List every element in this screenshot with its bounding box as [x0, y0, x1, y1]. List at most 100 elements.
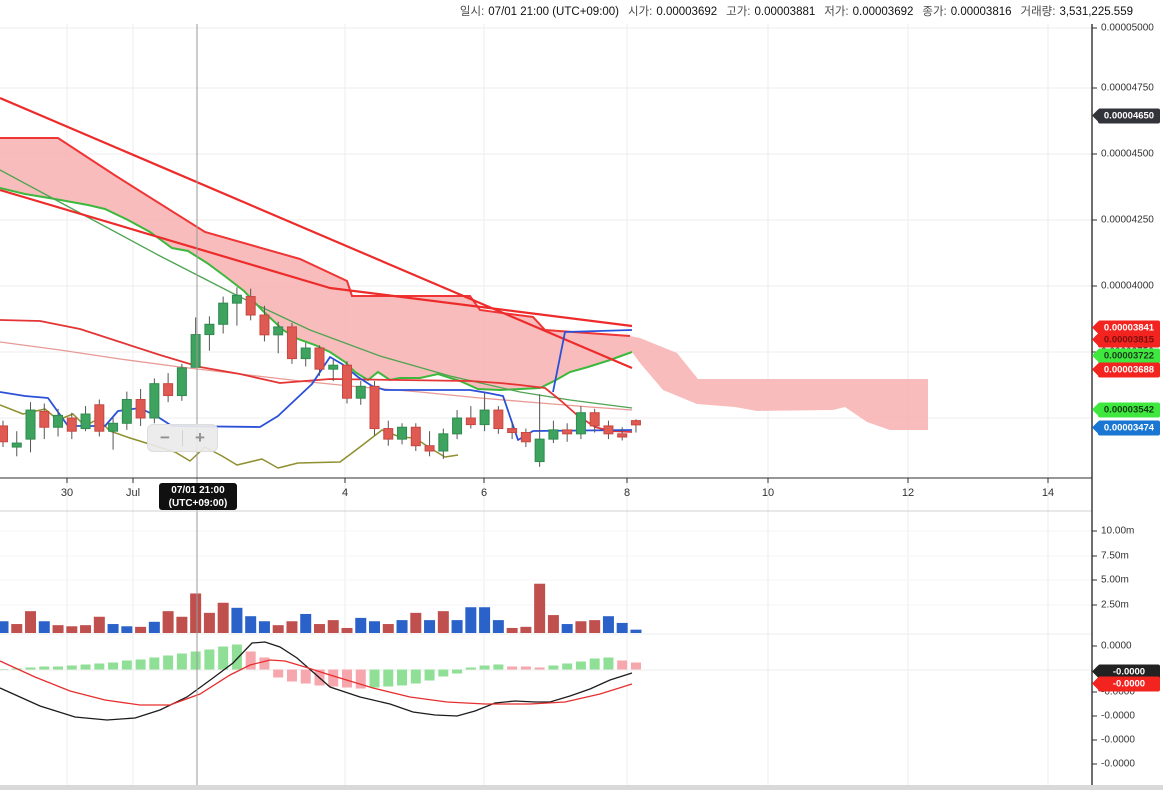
price-axis-label: 7.50m	[1101, 550, 1129, 562]
macd-histogram-bar	[121, 660, 132, 670]
volume-bar	[190, 593, 202, 633]
price-badge-arrow	[1092, 349, 1098, 362]
price-badge-arrow	[1092, 403, 1098, 416]
volume-bar	[11, 624, 23, 633]
macd-histogram-bar	[80, 664, 91, 670]
volume-bar	[561, 624, 573, 633]
macd-histogram-bar	[94, 663, 105, 670]
macd-histogram-bar	[493, 664, 504, 670]
x-axis-label: Jul	[125, 487, 141, 499]
price-axis-label: 0.00004250	[1101, 214, 1154, 226]
macd-histogram-bar	[589, 658, 600, 670]
price-badge: 0.00004650	[1092, 108, 1160, 124]
candle-down	[163, 383, 174, 397]
header-field-label: 시가:	[628, 6, 653, 18]
volume-bar	[520, 626, 532, 633]
price-badge: 0.00003841	[1092, 320, 1160, 336]
price-badge: -0.0000	[1092, 676, 1160, 692]
macd-histogram-bar	[204, 649, 215, 670]
candle-up	[231, 294, 242, 304]
zoom-in-button[interactable]: +	[195, 428, 205, 447]
candle-down	[259, 314, 270, 336]
volume-bar	[176, 616, 188, 633]
price-badge-arrow	[1092, 363, 1098, 376]
candle-down	[603, 425, 614, 435]
volume-bar	[575, 621, 587, 633]
x-axis-label: 14	[1041, 487, 1055, 499]
price-badge-arrow	[1092, 677, 1098, 690]
volume-bar	[121, 626, 133, 633]
price-axis-label: -0.0000	[1101, 710, 1135, 722]
volume-bar	[369, 621, 381, 633]
volume-bar	[355, 617, 367, 633]
price-axis-label: -0.0000	[1101, 734, 1135, 746]
candle-down	[383, 428, 394, 440]
volume-bar	[148, 621, 160, 633]
price-axis-label: 5.00m	[1101, 574, 1129, 586]
volume-bar	[66, 626, 78, 633]
volume-bar	[80, 625, 92, 633]
candle-up	[80, 413, 91, 430]
volume-bar	[534, 583, 546, 633]
macd-histogram-bar	[328, 669, 339, 687]
macd-line	[0, 641, 633, 721]
tooltip-timezone: (UTC+09:00)	[168, 498, 228, 509]
volume-bar	[245, 616, 257, 633]
candle-up	[328, 364, 339, 370]
candle-down	[314, 347, 325, 370]
candle-down	[410, 426, 421, 447]
candle-up	[149, 383, 160, 419]
macd-histogram-bar	[507, 666, 518, 670]
volume-bar	[162, 611, 174, 633]
candle-up	[204, 323, 215, 336]
volume-bar	[382, 624, 394, 633]
candle-up	[53, 414, 64, 428]
volume-bar	[327, 620, 339, 633]
macd-histogram-bar	[135, 659, 146, 670]
macd-histogram-bar	[452, 669, 463, 674]
volume-bar	[300, 613, 312, 633]
macd-histogram-bar	[190, 651, 201, 670]
zoom-out-button[interactable]: −	[160, 428, 170, 447]
candle-up	[108, 422, 119, 432]
volume-bar	[203, 612, 215, 633]
candle-down	[66, 417, 77, 432]
candle-down	[424, 445, 435, 452]
candle-up	[575, 412, 586, 435]
volume-bar	[258, 621, 270, 633]
x-axis-label: 30	[60, 487, 74, 499]
macd-histogram-bar	[108, 662, 119, 670]
volume-bar	[107, 624, 119, 633]
volume-bar	[396, 620, 408, 633]
candle-up	[452, 417, 463, 435]
macd-histogram-bar	[218, 646, 229, 670]
volume-bar	[217, 602, 229, 633]
header-field-label: 고가:	[726, 6, 751, 18]
macd-histogram-bar	[300, 669, 311, 684]
macd-histogram-bar	[534, 667, 545, 670]
header-field-label: 거래량:	[1020, 6, 1056, 18]
candle-up	[397, 426, 408, 440]
volume-bar	[93, 616, 105, 633]
price-badge-arrow	[1092, 321, 1098, 334]
candle-up	[479, 409, 490, 426]
price-badge: 0.00003815	[1092, 332, 1160, 348]
candle-down	[589, 412, 600, 427]
volume-bar	[616, 622, 628, 633]
candle-down	[342, 364, 352, 399]
macd-histogram-bar	[163, 655, 174, 670]
volume-bar	[286, 621, 298, 633]
price-axis-label: -0.0000	[1101, 686, 1135, 698]
ohlc-header: 일시: 07/01 21:00 (UTC+09:00) 시가: 0.00003692 고…	[451, 3, 1133, 19]
volume-bar	[602, 616, 614, 633]
price-axis-label: 2.50m	[1101, 599, 1129, 611]
x-axis-label: 8	[623, 487, 631, 499]
candle-up	[176, 367, 187, 397]
volume-bar	[451, 620, 463, 633]
candle-down	[286, 326, 297, 360]
bottom-scrollbar[interactable]	[0, 785, 1163, 790]
volume-bar	[38, 621, 50, 633]
crosshair-tooltip: 07/01 21:00 (UTC+09:00)	[159, 483, 237, 510]
header-field-value: 0.00003816	[950, 6, 1012, 18]
